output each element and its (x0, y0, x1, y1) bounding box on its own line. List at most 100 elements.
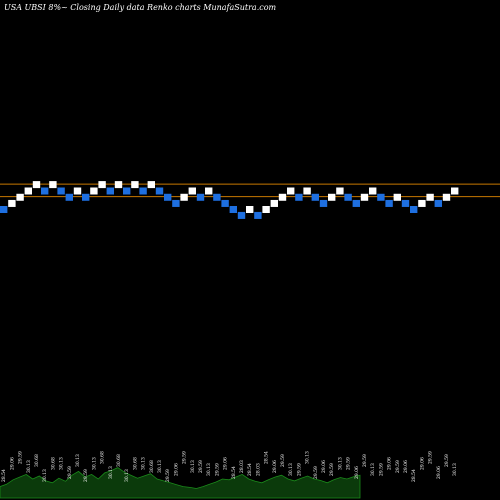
renko-brick-up (24, 187, 32, 195)
renko-brick-up (369, 187, 377, 195)
renko-brick-down (319, 199, 328, 207)
brick-price-label: 29.59 (329, 463, 335, 476)
renko-brick-up (336, 187, 344, 195)
brick-price-label: 29.06 (436, 466, 442, 479)
brick-price-label: 30.13 (370, 463, 376, 476)
renko-brick-down (172, 199, 180, 207)
renko-brick-down (57, 187, 65, 195)
renko-brick-down (123, 187, 131, 195)
renko-brick-up (393, 193, 401, 201)
renko-brick-up (270, 199, 278, 207)
renko-bricks (0, 181, 459, 219)
renko-brick-down (254, 211, 262, 219)
volume-area (0, 467, 361, 499)
brick-price-label: 29.59 (444, 454, 450, 467)
brick-price-label: 28.54 (231, 466, 237, 479)
renko-brick-down (352, 199, 360, 207)
renko-brick-down (237, 211, 246, 219)
renko-brick-down (196, 193, 205, 201)
renko-brick-down (385, 199, 393, 207)
brick-price-label: 30.13 (190, 460, 196, 473)
chart-title: USA UBSI 8%~ Closing Daily data Renko ch… (4, 3, 277, 12)
brick-price-label: 30.13 (305, 451, 311, 464)
renko-brick-up (246, 205, 254, 213)
renko-brick-up (32, 181, 41, 189)
renko-brick-up (90, 187, 98, 195)
brick-price-label: 29.59 (313, 466, 319, 479)
brick-price-label: 28.03 (255, 463, 261, 476)
brick-price-label: 30.68 (149, 460, 155, 473)
brick-price-label: 29.59 (296, 463, 302, 476)
brick-price-label: 30.13 (141, 457, 147, 470)
brick-price-label: 29.59 (18, 451, 24, 464)
brick-price-label: 29.06 (173, 463, 179, 476)
brick-price-label: 29.06 (354, 466, 360, 479)
renko-brick-up (8, 199, 16, 207)
renko-brick-down (434, 199, 442, 207)
renko-brick-down (213, 193, 221, 201)
renko-brick-up (49, 181, 57, 189)
renko-brick-down (82, 193, 90, 201)
renko-brick-up (360, 193, 369, 201)
brick-price-label: 30.13 (337, 457, 343, 470)
renko-brick-up (205, 187, 213, 195)
brick-price-label: 29.59 (346, 457, 352, 470)
brick-price-label: 29.59 (395, 460, 401, 473)
brick-price-label: 28.54 (1, 469, 7, 482)
brick-price-label: 30.13 (59, 457, 65, 470)
renko-brick-up (16, 193, 24, 201)
brick-price-label: 30.13 (26, 460, 32, 473)
renko-brick-down (221, 199, 229, 207)
brick-price-label: 30.68 (132, 457, 138, 470)
brick-price-label: 29.06 (9, 457, 15, 470)
brick-price-label: 28.03 (239, 460, 245, 473)
renko-brick-down (164, 193, 172, 201)
brick-price-label: 29.59 (198, 460, 204, 473)
brick-price-label: 30.13 (75, 454, 81, 467)
brick-price-label: 28.54 (264, 451, 270, 464)
renko-brick-down (410, 205, 418, 213)
renko-brick-up (188, 187, 196, 195)
renko-brick-up (328, 193, 336, 201)
renko-brick-down (229, 205, 237, 213)
brick-price-label: 30.68 (116, 454, 122, 467)
renko-brick-down (155, 187, 164, 195)
renko-brick-up (147, 181, 155, 189)
renko-brick-up (287, 187, 295, 195)
renko-brick-up (426, 193, 434, 201)
renko-brick-down (0, 205, 8, 213)
renko-brick-down (41, 187, 49, 195)
brick-price-label: 29.59 (280, 454, 286, 467)
renko-brick-up (73, 187, 82, 195)
brick-price-label: 29.06 (223, 457, 229, 470)
brick-price-label: 29.59 (214, 463, 220, 476)
brick-price-label: 30.13 (288, 463, 294, 476)
renko-brick-up (442, 193, 451, 201)
brick-price-label: 29.59 (428, 451, 434, 464)
renko-brick-up (278, 193, 287, 201)
renko-brick-down (377, 193, 385, 201)
brick-price-label: 30.13 (157, 460, 163, 473)
renko-brick-down (401, 199, 410, 207)
brick-price-label: 30.13 (91, 457, 97, 470)
renko-brick-up (262, 205, 270, 213)
brick-price-label: 30.13 (42, 469, 48, 482)
brick-price-label: 29.06 (321, 460, 327, 473)
renko-brick-down (295, 193, 303, 201)
brick-price-label: 29.59 (362, 454, 368, 467)
brick-price-label: 30.13 (452, 463, 458, 476)
brick-price-label: 29.06 (419, 457, 425, 470)
brick-price-label: 29.59 (182, 451, 188, 464)
brick-price-label: 30.68 (100, 451, 106, 464)
brick-price-label: 30.13 (108, 466, 114, 479)
renko-brick-up (131, 181, 139, 189)
renko-brick-up (98, 181, 106, 189)
brick-price-label: 29.59 (83, 469, 89, 482)
renko-brick-down (106, 187, 114, 195)
brick-price-label: 29.06 (387, 457, 393, 470)
renko-brick-down (311, 193, 319, 201)
brick-price-label: 29.06 (272, 460, 278, 473)
renko-brick-down (65, 193, 73, 201)
